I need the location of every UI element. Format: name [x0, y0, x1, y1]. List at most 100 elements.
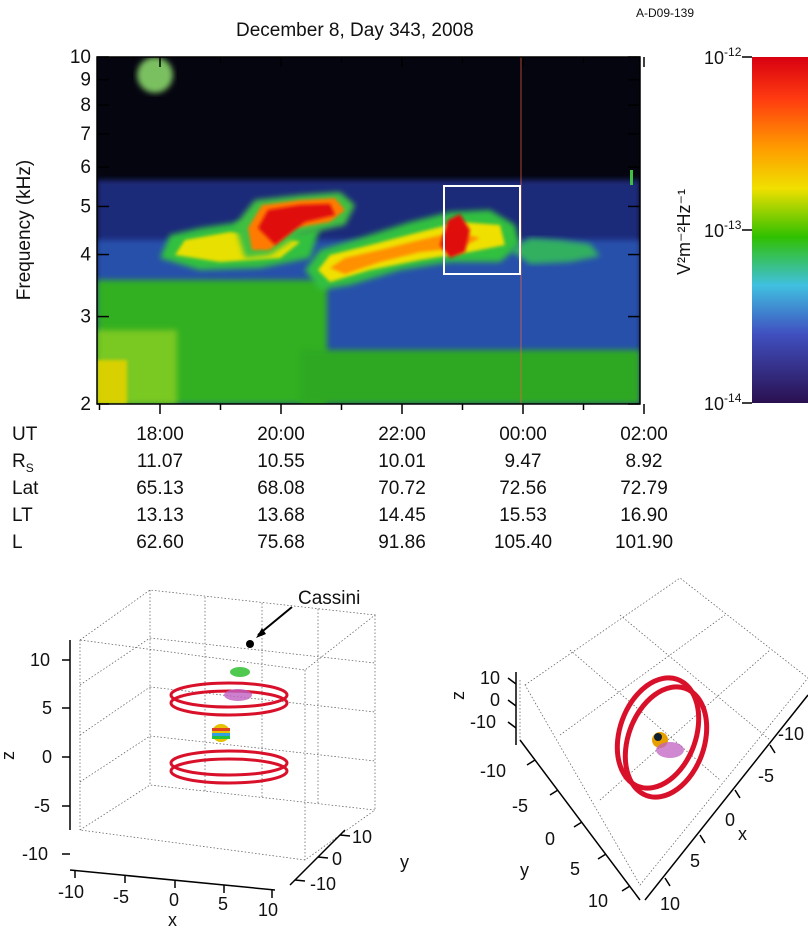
ephem-cell: 70.72 — [378, 478, 426, 499]
x-tick: 0 — [169, 890, 179, 910]
figure-id: A-D09-139 — [636, 6, 695, 20]
y-tick-label: 6 — [80, 157, 91, 178]
ephem-cell: 11.07 — [136, 451, 184, 472]
y-tick-label: 3 — [80, 307, 91, 328]
axis-left-z — [62, 640, 71, 855]
y-tick-label: 10 — [70, 47, 91, 68]
colorbar-tick-label-top: 10-12 — [704, 45, 742, 68]
ephem-label-l: L — [12, 532, 23, 553]
grid-line — [79, 686, 151, 736]
ephem-cell: 68.08 — [257, 478, 305, 499]
x-tick: 0 — [725, 810, 735, 830]
ephem-label-rs: RS — [12, 451, 34, 475]
grid-line — [599, 649, 771, 801]
ephem-label-ut: UT — [12, 424, 38, 445]
orbit-plot-right — [519, 577, 808, 886]
ephem-cell: 75.68 — [257, 532, 305, 553]
x-tick: -10 — [778, 724, 804, 744]
ephem-cell: 22:00 — [378, 424, 426, 445]
y-tick: -10 — [480, 761, 506, 781]
grid-line — [559, 614, 726, 736]
grid-base — [524, 577, 808, 886]
x-tick: 5 — [218, 894, 228, 914]
ephem-cell: 101.90 — [614, 532, 674, 553]
z-tick: 0 — [42, 747, 52, 767]
ephem-cell: 18:00 — [136, 424, 184, 445]
spectrogram-image — [97, 57, 640, 404]
ephem-cell: 20:00 — [257, 424, 305, 445]
y-axis: 2 3 4 5 6 7 8 910 — [70, 47, 640, 415]
z-tick: 10 — [480, 668, 500, 688]
grid-line — [149, 735, 376, 762]
x-tick: -5 — [113, 887, 129, 907]
ephem-cell: 105.40 — [493, 532, 553, 553]
ephem-cell: 62.60 — [136, 532, 184, 553]
z-tick: 0 — [490, 690, 500, 710]
ephem-cell: 13.13 — [136, 505, 184, 526]
colorbar-tick-label-bottom: 10-14 — [704, 391, 742, 414]
ephem-cell: 00:00 — [499, 424, 547, 445]
y-tick-label: 2 — [80, 394, 91, 415]
z-axis-label: z — [0, 751, 18, 760]
rings-right — [614, 675, 710, 800]
y-tick: 0 — [332, 849, 342, 869]
axis-right-x — [644, 694, 808, 901]
z-axis-label: z — [448, 691, 468, 700]
z-tick: 10 — [30, 650, 50, 670]
plot-frame — [96, 56, 641, 405]
cassini-arrow-head — [256, 628, 266, 638]
grid-line — [149, 686, 376, 713]
y-tick-label: 4 — [80, 245, 91, 266]
axis-right-z — [507, 672, 517, 745]
ephem-cell: 10.01 — [378, 451, 426, 472]
ephem-cell: 15.53 — [499, 505, 547, 526]
z-tick: -10 — [470, 712, 496, 732]
axis-left-x — [69, 869, 276, 898]
y-tick: 10 — [352, 827, 372, 847]
ephem-cell: 65.13 — [136, 478, 184, 499]
ephem-cell: 91.86 — [378, 532, 426, 553]
orbit-3d-plots: 10 5 0 -5 -10 z -10 -5 0 5 10 x 10 0 -10… — [0, 577, 808, 930]
y-tick: -10 — [310, 874, 336, 894]
axis-right-y — [519, 739, 641, 901]
ephem-cell: 72.56 — [499, 478, 547, 499]
colorbar-tick-label-mid: 10-13 — [704, 218, 742, 241]
y-tick: -5 — [512, 796, 528, 816]
y-tick-label: 5 — [80, 196, 91, 217]
z-tick: -5 — [34, 796, 50, 816]
ephem-cell: 16.90 — [620, 505, 668, 526]
ephem-cell: 14.45 — [378, 505, 426, 526]
ephem-label-lat: Lat — [12, 478, 39, 499]
x-axis-label: x — [168, 910, 177, 930]
x-tick: -10 — [58, 882, 84, 902]
y-tick: 5 — [570, 859, 580, 879]
ephem-cell: 72.79 — [620, 478, 668, 499]
x-axis — [98, 57, 645, 414]
ephem-cell: 8.92 — [625, 451, 663, 472]
z-tick: -10 — [22, 844, 48, 864]
ephemeris-table: UT RS Lat LT L 18:00 20:00 22:00 00:00 02:00… — [12, 424, 674, 553]
spectrogram-svg: 2 3 4 5 6 7 8 910 Frequency (kHz) 10-12 10-13 1… — [14, 45, 808, 415]
x-tick: 10 — [660, 894, 680, 914]
y-tick-label: 7 — [80, 124, 91, 145]
axis-left-y — [289, 829, 351, 886]
y-axis-label: y — [400, 852, 409, 872]
grid-line — [569, 649, 721, 781]
y-axis-label: y — [520, 860, 529, 880]
cassini-arrow — [257, 606, 293, 636]
particle-cloud-right — [656, 742, 684, 758]
ephem-label-lt: LT — [12, 505, 33, 526]
orbit-plot-left — [79, 589, 376, 861]
y-tick-label: 9 — [80, 70, 91, 91]
colorbar — [752, 57, 808, 403]
x-tick: 5 — [690, 851, 700, 871]
x-tick: -5 — [758, 766, 774, 786]
y-axis-label: Frequency (kHz) — [14, 160, 35, 300]
ephem-cell: 9.47 — [504, 451, 542, 472]
x-axis-label: x — [738, 824, 747, 844]
ephem-cell: 02:00 — [620, 424, 668, 445]
y-tick: 10 — [588, 891, 608, 911]
grid-line — [149, 637, 376, 664]
cassini-label: Cassini — [298, 588, 360, 609]
x-tick: 10 — [258, 900, 278, 920]
